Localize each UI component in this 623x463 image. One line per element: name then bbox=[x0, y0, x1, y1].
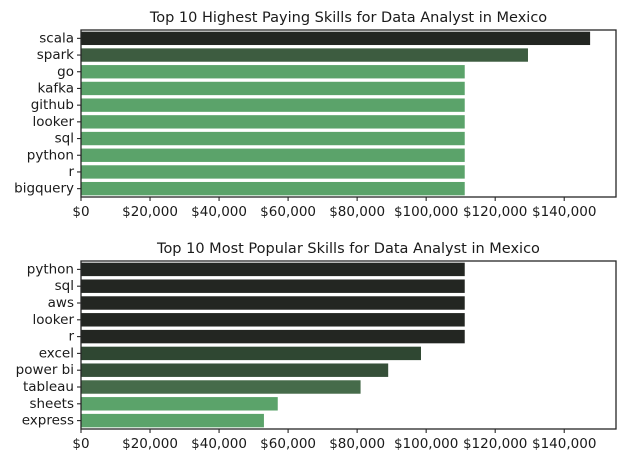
y-tick-label: tableau bbox=[23, 379, 74, 395]
bar-sql bbox=[81, 131, 465, 146]
y-tick-label: sql bbox=[55, 131, 74, 147]
y-tick-label: excel bbox=[39, 345, 74, 361]
x-tick-label: $20,000 bbox=[122, 204, 178, 220]
y-tick-label: express bbox=[22, 413, 74, 429]
x-tick-label: $100,000 bbox=[394, 204, 458, 220]
y-tick-label: python bbox=[27, 261, 74, 277]
x-tick-label: $60,000 bbox=[260, 436, 316, 452]
axes-frame bbox=[80, 29, 617, 198]
x-tick-label: $60,000 bbox=[260, 204, 316, 220]
bar-kafka bbox=[81, 81, 465, 96]
y-tick-label: go bbox=[57, 64, 74, 80]
y-tick-label: looker bbox=[33, 114, 75, 130]
y-tick-label: spark bbox=[37, 47, 74, 63]
bar-spark bbox=[81, 48, 528, 62]
chart-title: Top 10 Highest Paying Skills for Data An… bbox=[149, 10, 547, 26]
bar-bigquery bbox=[81, 181, 465, 196]
bar-scala bbox=[81, 31, 591, 46]
x-tick-label: $100,000 bbox=[394, 436, 458, 452]
x-tick-label: $20,000 bbox=[122, 436, 178, 452]
bar-github bbox=[81, 98, 465, 112]
y-tick-label: github bbox=[31, 97, 74, 113]
y-tick-label: kafka bbox=[38, 80, 74, 96]
y-tick-label: power bi bbox=[16, 362, 74, 378]
y-tick-label: scala bbox=[39, 30, 74, 46]
bar-r bbox=[81, 165, 465, 179]
x-tick-label: $40,000 bbox=[191, 436, 247, 452]
x-tick-label: $140,000 bbox=[532, 204, 596, 220]
x-tick-label: $80,000 bbox=[329, 204, 385, 220]
chart-panel-2: Top 10 Most Popular Skills for Data Anal… bbox=[16, 241, 617, 452]
bar-tableau bbox=[81, 380, 361, 394]
bar-python bbox=[81, 262, 465, 277]
y-tick-label: aws bbox=[48, 295, 74, 311]
x-tick-label: $40,000 bbox=[191, 204, 247, 220]
x-tick-label: $80,000 bbox=[329, 436, 385, 452]
axes-frame bbox=[80, 260, 617, 430]
y-tick-label: r bbox=[68, 329, 74, 345]
x-tick-label: $0 bbox=[72, 204, 89, 220]
y-tick-label: sql bbox=[55, 278, 74, 294]
bar-python bbox=[81, 148, 465, 162]
bar-aws bbox=[81, 296, 465, 310]
bar-r bbox=[81, 329, 465, 344]
y-tick-label: bigquery bbox=[14, 181, 74, 197]
x-tick-label: $120,000 bbox=[463, 436, 527, 452]
chart-title: Top 10 Most Popular Skills for Data Anal… bbox=[156, 241, 540, 257]
bar-excel bbox=[81, 346, 421, 361]
bar-looker bbox=[81, 313, 465, 327]
bar-sql bbox=[81, 279, 465, 293]
chart-panel-1: Top 10 Highest Paying Skills for Data An… bbox=[14, 10, 617, 220]
bar-go bbox=[81, 65, 465, 79]
x-tick-label: $120,000 bbox=[463, 204, 527, 220]
y-tick-label: looker bbox=[33, 312, 75, 328]
y-tick-label: python bbox=[27, 147, 74, 163]
x-tick-label: $140,000 bbox=[532, 436, 596, 452]
bar-sheets bbox=[81, 397, 278, 411]
y-tick-label: sheets bbox=[29, 396, 74, 412]
y-tick-label: r bbox=[68, 164, 74, 180]
bar-power-bi bbox=[81, 363, 389, 377]
x-tick-label: $0 bbox=[72, 436, 89, 452]
bar-looker bbox=[81, 115, 465, 129]
bar-express bbox=[81, 413, 264, 428]
